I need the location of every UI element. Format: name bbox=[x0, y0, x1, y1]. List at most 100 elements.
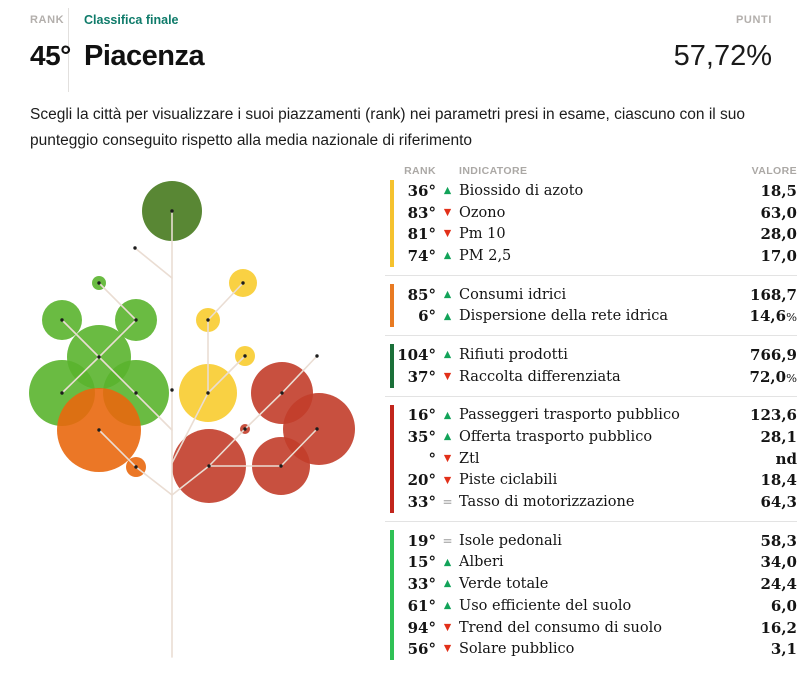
indicator-row: 85° ▲ Consumi idrici 168,7 bbox=[385, 284, 797, 306]
indicator-row: 74° ▲ PM 2,5 17,0 bbox=[385, 245, 797, 267]
header-divider bbox=[68, 8, 69, 92]
node-dot bbox=[133, 246, 137, 250]
header: RANK Classifica finale PUNTI 45° Piacenz… bbox=[30, 0, 772, 96]
indicator-label: Raccolta differenziata bbox=[459, 368, 621, 385]
indicator-value: 17,0 bbox=[727, 247, 797, 265]
indicator-rank: 33° bbox=[407, 493, 436, 512]
tree-branch bbox=[171, 465, 210, 496]
tree-branch bbox=[98, 282, 137, 321]
indicator-value: 123,6 bbox=[727, 406, 797, 424]
trend-up-icon: ▲ bbox=[443, 310, 452, 322]
indicator-label: Solare pubblico bbox=[459, 641, 575, 658]
trend-down-icon: ▼ bbox=[443, 206, 452, 218]
indicator-label: Rifiuti prodotti bbox=[459, 346, 568, 363]
node-dot bbox=[60, 391, 64, 395]
tree-node-dots bbox=[60, 209, 319, 469]
indicator-value-unit: % bbox=[786, 370, 797, 385]
indicator-value-number: 58,3 bbox=[760, 531, 797, 550]
indicator-value-number: 123,6 bbox=[750, 406, 797, 425]
indicator-value-number: 63,0 bbox=[760, 203, 797, 222]
indicator-group: 104° ▲ Rifiuti prodotti 766,9 37° ▼ Raccolta d… bbox=[385, 335, 797, 395]
indicator-value-number: nd bbox=[775, 449, 797, 468]
indicator-rank: 16° bbox=[407, 406, 436, 425]
indicator-label: Dispersione della rete idrica bbox=[459, 308, 669, 325]
indicator-value-number: 18,4 bbox=[760, 471, 797, 490]
city-rank: 45° bbox=[30, 40, 71, 71]
indicator-group: 85° ▲ Consumi idrici 168,7 6° ▲ Dispersione de… bbox=[385, 274, 797, 335]
trend-down-icon: ▼ bbox=[443, 370, 452, 382]
indicator-label: Isole pedonali bbox=[459, 532, 562, 549]
trend-up-icon: ▲ bbox=[443, 349, 452, 361]
group-color-bar bbox=[390, 404, 394, 513]
indicator-value: 58,3 bbox=[727, 532, 797, 550]
tree-branch bbox=[61, 319, 100, 358]
trend-down-icon: ▼ bbox=[443, 228, 452, 240]
indicator-label: Pm 10 bbox=[459, 226, 506, 243]
indicator-group: 36° ▲ Biossido di azoto 18,5 83° ▼ Ozono 63,0 81… bbox=[385, 180, 797, 275]
tree-branch bbox=[207, 282, 244, 321]
indicator-value-number: 6,0 bbox=[770, 596, 797, 615]
trend-up-icon: ▲ bbox=[443, 185, 452, 197]
trend-up-icon: ▲ bbox=[443, 578, 452, 590]
group-color-bar bbox=[390, 344, 394, 388]
indicator-value-number: 24,4 bbox=[760, 575, 797, 594]
trend-down-icon: ▼ bbox=[443, 621, 452, 633]
indicator-rank: ° bbox=[428, 449, 437, 468]
column-header-rank: RANK bbox=[404, 165, 436, 177]
indicator-value: 18,5 bbox=[727, 182, 797, 200]
trend-up-icon: ▲ bbox=[443, 556, 452, 568]
trend-up-icon: ▲ bbox=[443, 288, 452, 300]
indicator-value-number: 3,1 bbox=[770, 640, 797, 659]
trend-up-icon: ▲ bbox=[443, 431, 452, 443]
tree-branch bbox=[280, 428, 318, 467]
indicator-row: 15° ▲ Alberi 34,0 bbox=[385, 552, 797, 574]
node-dot bbox=[315, 354, 319, 358]
tree-branch bbox=[134, 247, 173, 279]
node-dot bbox=[170, 388, 174, 392]
indicator-rank: 56° bbox=[407, 640, 436, 659]
indicator-rank: 104° bbox=[397, 345, 436, 364]
indicator-rank: 6° bbox=[418, 307, 436, 326]
indicator-row: 6° ▲ Dispersione della rete idrica 14,6% bbox=[385, 305, 797, 327]
node-dot bbox=[243, 427, 247, 431]
trend-down-icon: ▼ bbox=[443, 474, 452, 486]
indicator-row: 16° ▲ Passeggeri trasporto pubblico 123,6 bbox=[385, 405, 797, 427]
indicator-value-number: 14,6 bbox=[749, 307, 787, 326]
group-color-bar bbox=[390, 180, 394, 267]
trend-down-icon: ▼ bbox=[443, 452, 452, 464]
indicator-rank: 37° bbox=[407, 367, 436, 386]
page-title: Piacenza bbox=[84, 40, 205, 72]
indicator-label: Uso efficiente del suolo bbox=[459, 597, 632, 614]
node-dot bbox=[243, 354, 247, 358]
node-dot bbox=[97, 281, 101, 285]
node-dot bbox=[279, 464, 283, 468]
indicator-row: ° ▼ Ztl nd bbox=[385, 448, 798, 470]
indicator-value: 14,6% bbox=[727, 307, 797, 325]
tab-classifica-finale[interactable]: Classifica finale bbox=[84, 13, 179, 27]
indicator-rank: 20° bbox=[407, 471, 436, 490]
indicator-label: Ozono bbox=[459, 204, 506, 221]
indicator-value-number: 18,5 bbox=[760, 181, 797, 200]
column-header-valore: VALORE bbox=[751, 165, 797, 177]
indicator-rank: 81° bbox=[407, 225, 436, 244]
punti-label: PUNTI bbox=[736, 14, 772, 26]
indicator-rank: 83° bbox=[407, 203, 436, 222]
indicator-rank: 74° bbox=[407, 246, 436, 265]
node-dot bbox=[134, 391, 138, 395]
indicator-value-number: 64,3 bbox=[760, 493, 797, 512]
indicator-table-groups: 36° ▲ Biossido di azoto 18,5 83° ▼ Ozono 63,0 81… bbox=[385, 180, 797, 668]
indicator-value-number: 72,0 bbox=[749, 367, 787, 386]
indicator-label: Trend del consumo di suolo bbox=[459, 619, 662, 636]
indicator-row: 33° ▲ Verde totale 24,4 bbox=[385, 573, 797, 595]
node-dot bbox=[280, 391, 284, 395]
indicator-label: Tasso di motorizzazione bbox=[459, 494, 635, 511]
tree-bubbles bbox=[29, 181, 355, 503]
indicator-label: Piste ciclabili bbox=[459, 472, 558, 489]
node-dot bbox=[134, 318, 138, 322]
city-score: 57,72% bbox=[673, 40, 772, 72]
indicator-row: 83° ▼ Ozono 63,0 bbox=[385, 202, 797, 224]
table-header: RANK INDICATORE VALORE bbox=[385, 163, 797, 179]
indicator-value: 28,1 bbox=[727, 428, 797, 446]
indicator-value: 72,0% bbox=[727, 368, 797, 386]
indicator-value-number: 28,0 bbox=[760, 225, 797, 244]
